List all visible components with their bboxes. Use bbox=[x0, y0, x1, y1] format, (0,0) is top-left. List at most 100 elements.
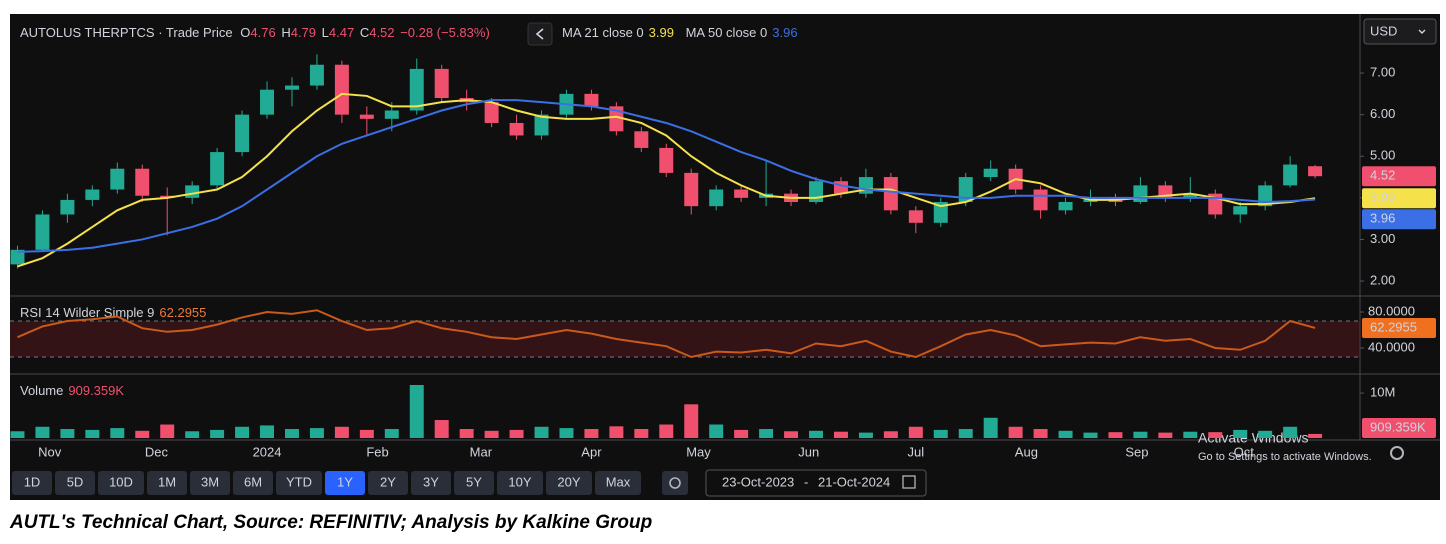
x-tick-label: Jun bbox=[798, 444, 819, 459]
range-button[interactable] bbox=[411, 471, 451, 495]
volume-bar bbox=[883, 431, 898, 438]
range-button-label: 10D bbox=[109, 474, 133, 489]
volume-bar bbox=[684, 404, 699, 438]
candle-body bbox=[584, 93, 599, 107]
range-button[interactable] bbox=[276, 471, 322, 495]
candle-body bbox=[1058, 202, 1073, 211]
volume-bar bbox=[1283, 426, 1298, 438]
x-tick-label: Dec bbox=[145, 444, 169, 459]
volume-legend: Volume 909.359K bbox=[20, 383, 124, 398]
candle-body bbox=[1233, 206, 1248, 215]
candle-body bbox=[85, 189, 100, 200]
collapse-button[interactable] bbox=[527, 22, 553, 46]
candle-body bbox=[1183, 193, 1198, 198]
volume-bar bbox=[35, 426, 50, 438]
volume-bar bbox=[784, 431, 799, 438]
y-tick-label: 80.0000 bbox=[1368, 303, 1415, 318]
range-button[interactable] bbox=[546, 471, 592, 495]
candle-body bbox=[10, 249, 25, 265]
ohlc-label: H bbox=[281, 25, 290, 40]
x-tick-label: Apr bbox=[581, 444, 602, 459]
candle-body bbox=[534, 114, 549, 136]
volume-bar bbox=[609, 426, 624, 438]
ohlc-label: C bbox=[360, 25, 369, 40]
x-tick-label: 2024 bbox=[253, 444, 282, 459]
x-tick-label: Nov bbox=[38, 444, 62, 459]
volume-bar bbox=[185, 431, 200, 438]
instrument: AUTOLUS THERPTCS · Trade Price bbox=[20, 25, 233, 40]
caption: AUTL's Technical Chart, Source: REFINITI… bbox=[9, 512, 652, 533]
rsi-legend: RSI 14 Wilder Simple 9 62.2955 bbox=[20, 305, 206, 320]
candle-body bbox=[1308, 166, 1323, 177]
volume-value: 909.359K bbox=[68, 383, 124, 398]
volume-bar bbox=[409, 384, 424, 438]
range-button[interactable] bbox=[595, 471, 641, 495]
x-tick-label: Oct bbox=[1234, 444, 1255, 459]
x-tick-label: Sep bbox=[1125, 444, 1148, 459]
volume-bar bbox=[459, 429, 474, 438]
range-button-label: 3M bbox=[201, 474, 219, 489]
y-tick-label: 40.0000 bbox=[1368, 339, 1415, 354]
range-button-label: Max bbox=[606, 474, 631, 489]
candle-body bbox=[933, 202, 948, 223]
x-tick-label: Mar bbox=[470, 444, 493, 459]
volume-bar bbox=[1158, 432, 1173, 438]
volume-bar bbox=[509, 429, 524, 438]
volume-bar bbox=[809, 430, 823, 438]
chart-settings-button[interactable] bbox=[662, 471, 688, 495]
rsi-title: RSI 14 Wilder Simple 9 bbox=[20, 305, 154, 320]
volume-bar bbox=[634, 429, 649, 438]
candle-body bbox=[409, 68, 424, 111]
volume-bar bbox=[1083, 432, 1098, 438]
price-tag-label: 909.359K bbox=[1370, 419, 1426, 434]
range-button[interactable] bbox=[98, 471, 144, 495]
range-button[interactable] bbox=[233, 471, 273, 495]
candle-body bbox=[908, 210, 923, 223]
volume-bar bbox=[1258, 430, 1273, 438]
price-tag bbox=[1362, 317, 1436, 338]
ma-value: 3.96 bbox=[772, 25, 797, 40]
volume-bar bbox=[160, 424, 175, 438]
volume-bar bbox=[709, 424, 724, 438]
currency: USD bbox=[1370, 23, 1397, 38]
close-value: 4.52 bbox=[369, 25, 394, 40]
range-button[interactable] bbox=[12, 471, 52, 495]
x-tick-label: Feb bbox=[366, 444, 388, 459]
volume-bar bbox=[384, 429, 399, 438]
candle-body bbox=[60, 199, 75, 215]
y-tick-label: 6.00 bbox=[1370, 106, 1395, 121]
volume-bar bbox=[858, 432, 873, 438]
x-tick-label: Jul bbox=[908, 444, 925, 459]
candle-body bbox=[734, 189, 749, 198]
volume-bar bbox=[284, 429, 299, 438]
range-button[interactable] bbox=[325, 471, 365, 495]
volume-bar bbox=[584, 429, 599, 438]
range-button[interactable] bbox=[147, 471, 187, 495]
range-button[interactable] bbox=[368, 471, 408, 495]
range-button[interactable] bbox=[454, 471, 494, 495]
rsi-line bbox=[17, 309, 1316, 359]
settings-icon[interactable] bbox=[1390, 446, 1404, 460]
currency-dropdown[interactable] bbox=[1363, 18, 1437, 45]
candle-body bbox=[634, 131, 649, 148]
price-tag bbox=[1362, 209, 1436, 230]
candle-body bbox=[484, 102, 499, 123]
candle-body bbox=[434, 68, 449, 99]
ohlc-label: O bbox=[240, 25, 250, 40]
ma-value: 3.99 bbox=[649, 25, 674, 40]
candle-body bbox=[684, 172, 699, 207]
range-button[interactable] bbox=[55, 471, 95, 495]
range-button-label: 5Y bbox=[466, 474, 482, 489]
candle-body bbox=[160, 195, 175, 198]
volume-bar bbox=[309, 428, 324, 438]
range-button[interactable] bbox=[190, 471, 230, 495]
ma-name: MA 50 close 0 bbox=[686, 25, 768, 40]
volume-bar bbox=[833, 431, 848, 438]
price-tag-label: 62.2955 bbox=[1370, 319, 1417, 334]
date-to: 21-Oct-2024 bbox=[818, 474, 890, 489]
range-button[interactable] bbox=[497, 471, 543, 495]
volume-bar bbox=[1008, 426, 1023, 438]
date-range-box[interactable] bbox=[705, 469, 927, 497]
chart-background bbox=[10, 14, 1440, 500]
